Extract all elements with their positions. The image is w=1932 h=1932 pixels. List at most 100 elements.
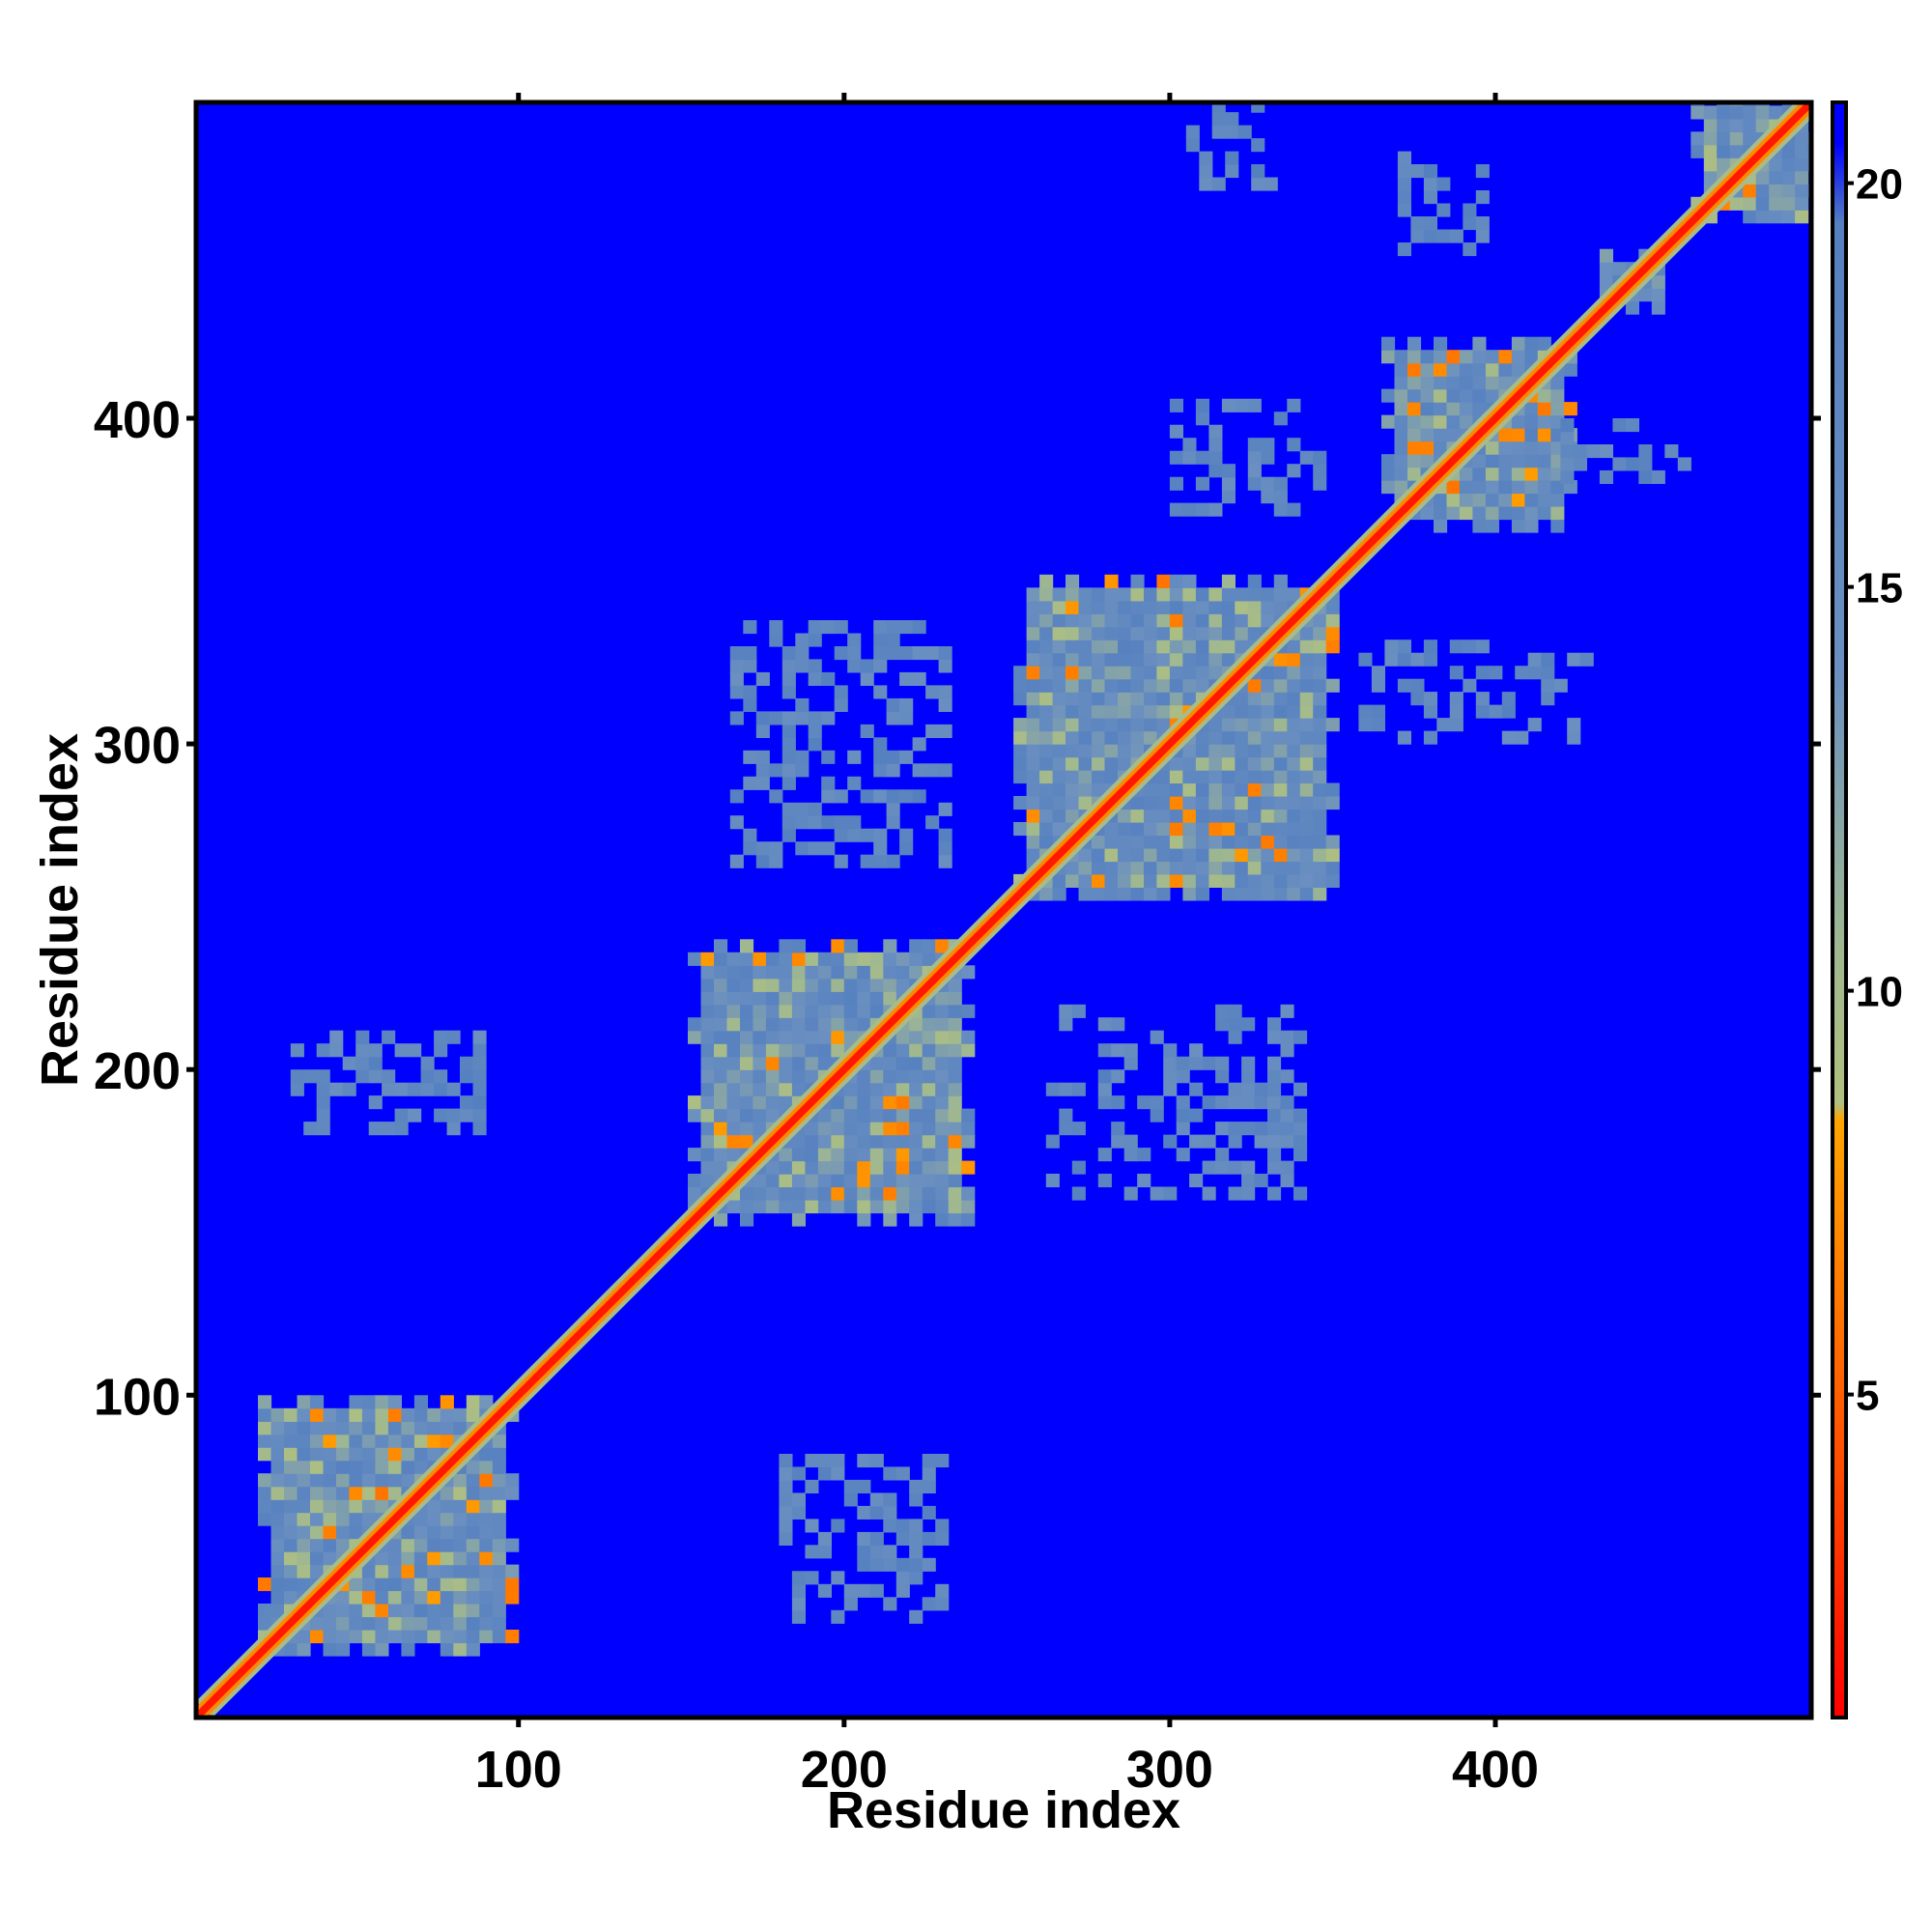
heatmap-cell	[740, 965, 754, 980]
heatmap-cell	[847, 828, 862, 842]
heatmap-cell	[1287, 704, 1301, 719]
heatmap-cell	[935, 1200, 950, 1214]
heatmap-cell	[805, 1030, 819, 1044]
heatmap-cell	[1144, 887, 1158, 901]
heatmap-cell	[1371, 704, 1385, 719]
heatmap-cell	[479, 1616, 494, 1631]
heatmap-cell	[270, 1551, 285, 1566]
heatmap-cell	[781, 671, 796, 686]
heatmap-cell	[938, 659, 952, 673]
heatmap-cell	[817, 1531, 832, 1546]
heatmap-cell	[492, 1486, 506, 1500]
heatmap-cell	[1189, 1056, 1204, 1070]
heatmap-cell	[1313, 744, 1327, 758]
heatmap-cell	[883, 1545, 897, 1559]
heatmap-cell	[883, 952, 897, 966]
heatmap-cell	[779, 1082, 793, 1096]
heatmap-cell	[1299, 652, 1314, 667]
heatmap-cell	[1472, 376, 1487, 390]
heatmap-cell	[726, 978, 741, 992]
heatmap-cell	[1254, 1095, 1268, 1110]
heatmap-cell	[479, 1486, 494, 1500]
heatmap-cell	[1498, 376, 1513, 390]
heatmap-cell	[922, 1069, 936, 1084]
heatmap-cell	[1537, 388, 1551, 403]
heatmap-cell	[472, 1043, 487, 1058]
heatmap-cell	[1449, 639, 1463, 654]
heatmap-cell	[805, 1519, 819, 1533]
heatmap-cell	[440, 1407, 454, 1422]
heatmap-cell	[1221, 464, 1236, 478]
heatmap-cell	[1511, 506, 1525, 521]
heatmap-cell	[1501, 730, 1516, 745]
heatmap-cell	[1195, 613, 1209, 628]
heatmap-cell	[1059, 1082, 1073, 1096]
heatmap-cell	[258, 1616, 272, 1631]
heatmap-cell	[948, 1043, 962, 1058]
heatmap-cell	[935, 1160, 950, 1175]
heatmap-cell	[857, 1545, 871, 1559]
heatmap-cell	[492, 1525, 506, 1540]
heatmap-cell	[1273, 490, 1288, 504]
heatmap-cell	[922, 1160, 936, 1175]
heatmap-cell	[1156, 678, 1171, 693]
heatmap-cell	[349, 1630, 363, 1644]
heatmap-cell	[466, 1473, 480, 1488]
heatmap-cell	[1397, 652, 1411, 667]
heatmap-cell	[336, 1407, 351, 1422]
heatmap-cell	[765, 1043, 780, 1058]
heatmap-cell	[1228, 1017, 1242, 1032]
heatmap-cell	[857, 1212, 871, 1227]
heatmap-cell	[1039, 587, 1054, 602]
heatmap-cell	[726, 1134, 741, 1149]
heatmap-cell	[1434, 402, 1448, 416]
heatmap-cell	[700, 965, 715, 980]
heatmap-cell	[336, 1616, 351, 1631]
heatmap-cell	[1156, 704, 1171, 719]
heatmap-cell	[270, 1538, 285, 1552]
heatmap-cell	[899, 828, 914, 842]
heatmap-cell	[912, 646, 926, 661]
heatmap-cell	[791, 1200, 806, 1214]
heatmap-cell	[1420, 362, 1435, 377]
heatmap-cell	[1293, 1148, 1308, 1162]
heatmap-cell	[1743, 131, 1757, 146]
heatmap-cell	[1169, 770, 1183, 784]
heatmap-cell	[1273, 678, 1288, 693]
heatmap-cell	[1235, 782, 1249, 797]
heatmap-cell	[805, 978, 819, 992]
heatmap-cell	[886, 789, 900, 804]
heatmap-cell	[961, 1134, 976, 1149]
heatmap-cell	[791, 965, 806, 980]
heatmap-cell	[948, 1004, 962, 1018]
heatmap-cell	[753, 1082, 767, 1096]
heatmap-cell	[1065, 639, 1080, 654]
heatmap-cell	[948, 978, 962, 992]
heatmap-cell	[1225, 125, 1239, 139]
heatmap-cell	[895, 1069, 910, 1084]
heatmap-cell	[1078, 692, 1093, 706]
heatmap-cell	[948, 1160, 962, 1175]
heatmap-cell	[427, 1630, 441, 1644]
heatmap-cell	[1130, 861, 1145, 875]
heatmap-cell	[1612, 457, 1627, 471]
heatmap-cell	[1287, 502, 1301, 517]
heatmap-cell	[1463, 242, 1477, 257]
heatmap-cell	[726, 1148, 741, 1162]
heatmap-cell	[883, 1160, 897, 1175]
heatmap-cell	[1221, 756, 1236, 771]
heatmap-cell	[323, 1538, 337, 1552]
heatmap-cell	[336, 1473, 351, 1488]
heatmap-cell	[795, 633, 810, 647]
heatmap-cell	[1182, 756, 1197, 771]
heatmap-cell	[1313, 756, 1327, 771]
heatmap-cell	[1267, 1134, 1282, 1149]
heatmap-cell	[688, 1017, 702, 1032]
heatmap-cell	[1475, 229, 1490, 243]
heatmap-cell	[779, 1519, 793, 1533]
heatmap-cell	[1743, 105, 1757, 120]
heatmap-cell	[460, 1056, 474, 1070]
heatmap-cell	[795, 750, 810, 764]
heatmap-cell	[1235, 861, 1249, 875]
